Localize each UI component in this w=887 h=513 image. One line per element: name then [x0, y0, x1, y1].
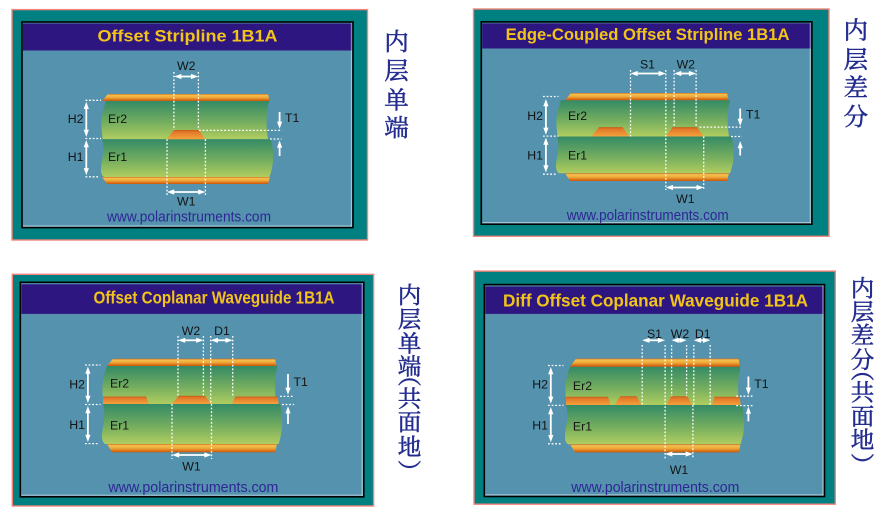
svg-text:Diff Offset Coplanar Waveguide: Diff Offset Coplanar Waveguide 1B1A: [503, 290, 808, 310]
svg-text:Offset Stripline 1B1A: Offset Stripline 1B1A: [98, 27, 278, 46]
svg-text:W2: W2: [671, 327, 690, 341]
svg-text:S1: S1: [640, 58, 655, 72]
svg-text:H1: H1: [532, 419, 548, 433]
svg-text:H1: H1: [527, 149, 543, 163]
svg-text:Edge-Coupled Offset Stripline: Edge-Coupled Offset Stripline 1B1A: [506, 25, 790, 44]
svg-text:W1: W1: [182, 460, 201, 474]
svg-text:W2: W2: [177, 59, 196, 73]
svg-text:www.polarinstruments.com: www.polarinstruments.com: [570, 480, 739, 496]
svg-text:Er1: Er1: [568, 149, 587, 163]
svg-text:Offset Coplanar Waveguide 1B1A: Offset Coplanar Waveguide 1B1A: [94, 288, 335, 308]
svg-text:Er2: Er2: [108, 112, 127, 126]
svg-text:W1: W1: [177, 194, 196, 208]
svg-text:D1: D1: [214, 324, 230, 338]
svg-text:H1: H1: [68, 150, 84, 164]
svg-text:Er1: Er1: [573, 420, 592, 434]
svg-text:www.polarinstruments.com: www.polarinstruments.com: [107, 480, 278, 496]
svg-text:H2: H2: [68, 112, 84, 126]
svg-text:D1: D1: [695, 327, 711, 341]
svg-text:H2: H2: [532, 378, 548, 392]
svg-text:T1: T1: [285, 111, 300, 125]
svg-text:W2: W2: [182, 324, 201, 338]
svg-text:T1: T1: [754, 377, 769, 391]
svg-text:W1: W1: [676, 192, 695, 206]
svg-text:S1: S1: [647, 327, 662, 341]
svg-text:H2: H2: [69, 378, 85, 392]
svg-text:Er1: Er1: [108, 150, 127, 164]
svg-text:H2: H2: [527, 109, 543, 123]
svg-text:www.polarinstruments.com: www.polarinstruments.com: [566, 208, 729, 224]
svg-text:W2: W2: [677, 58, 696, 72]
svg-text:Er2: Er2: [568, 109, 587, 123]
svg-text:H1: H1: [69, 418, 85, 432]
svg-text:W1: W1: [670, 463, 689, 477]
svg-text:Er1: Er1: [110, 419, 129, 433]
svg-text:T1: T1: [746, 108, 761, 122]
svg-text:Er2: Er2: [573, 379, 592, 393]
svg-text:www.polarinstruments.com: www.polarinstruments.com: [106, 210, 271, 226]
svg-text:Er2: Er2: [110, 377, 129, 391]
svg-text:T1: T1: [294, 375, 309, 389]
